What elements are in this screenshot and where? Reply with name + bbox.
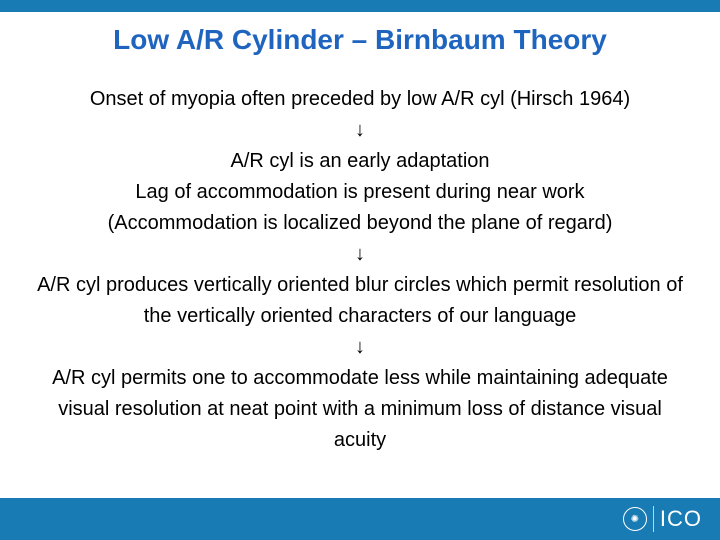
down-arrow-icon: ↓ (32, 115, 688, 146)
footer-logo: ✺ ICO (623, 506, 702, 532)
footer-bar: ✺ ICO (0, 498, 720, 540)
seal-glyph: ✺ (631, 514, 639, 525)
body-line: A/R cyl produces vertically oriented blu… (32, 270, 688, 332)
seal-icon: ✺ (623, 507, 647, 531)
body-line: A/R cyl is an early adaptation (32, 146, 688, 177)
logo-divider (653, 506, 654, 532)
body-line: Lag of accommodation is present during n… (32, 177, 688, 208)
top-accent-bar (0, 0, 720, 12)
body-line: (Accommodation is localized beyond the p… (32, 208, 688, 239)
down-arrow-icon: ↓ (32, 239, 688, 270)
slide-body: Low A/R Cylinder – Birnbaum Theory Onset… (0, 12, 720, 456)
slide-title: Low A/R Cylinder – Birnbaum Theory (32, 24, 688, 56)
body-line: Onset of myopia often preceded by low A/… (32, 84, 688, 115)
down-arrow-icon: ↓ (32, 332, 688, 363)
brand-text: ICO (660, 506, 702, 532)
body-line: A/R cyl permits one to accommodate less … (32, 363, 688, 456)
